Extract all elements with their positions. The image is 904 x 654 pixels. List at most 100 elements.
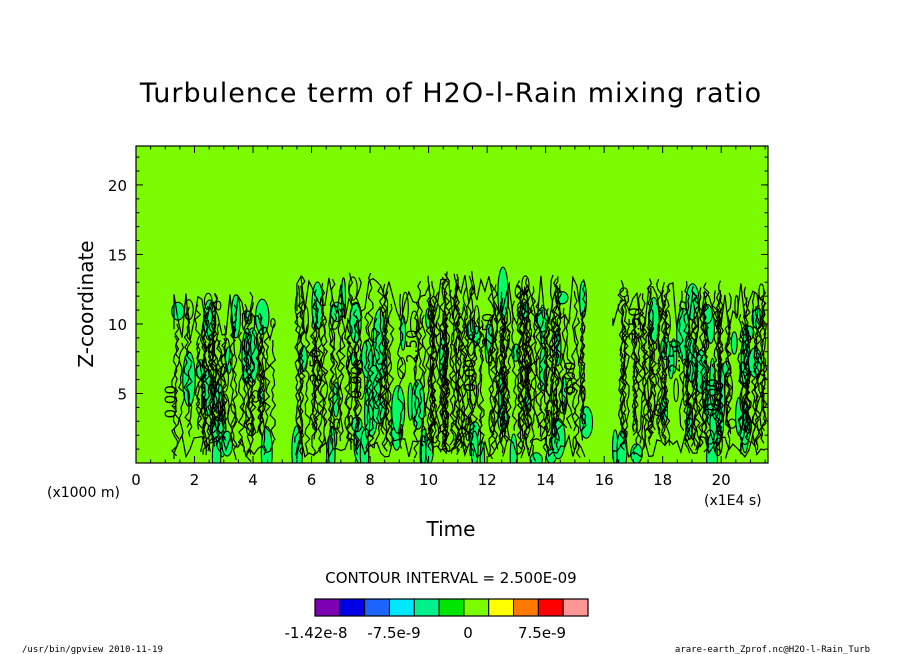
contour-line <box>477 319 485 446</box>
contour-line <box>476 315 483 437</box>
contour-line <box>425 275 432 452</box>
contour-line <box>612 282 766 333</box>
closed-contour <box>251 390 260 403</box>
contour-line <box>231 304 239 460</box>
contour-line <box>560 307 568 429</box>
closed-contour <box>220 393 230 421</box>
closed-contour <box>758 283 765 301</box>
contour-line <box>257 317 264 428</box>
contour-line <box>462 287 470 448</box>
contour-line <box>650 328 658 429</box>
contour-line <box>207 301 215 452</box>
y-tick-label: 15 <box>108 246 127 264</box>
contour-line <box>548 319 556 450</box>
contour-line <box>241 303 249 425</box>
contour-line <box>556 284 564 430</box>
closed-contour <box>653 404 663 417</box>
contour-line <box>573 317 581 458</box>
colorbar-swatch <box>388 598 415 617</box>
closed-contour <box>203 292 213 311</box>
contour-line <box>622 290 630 437</box>
contour-line <box>384 291 392 447</box>
closed-contour <box>723 372 733 403</box>
contour-value-label: 2.50 <box>666 339 684 372</box>
axis-ticks <box>135 146 768 463</box>
footer-left: /usr/bin/gpview 2010-11-19 <box>22 645 163 654</box>
closed-contour <box>333 418 341 430</box>
contour-line <box>296 433 586 459</box>
contour-line <box>441 313 449 449</box>
contour-line <box>412 318 420 435</box>
contour-line <box>387 303 395 445</box>
contour-value-label: 2.50 <box>403 329 421 362</box>
positive-contour-blob <box>529 452 543 463</box>
closed-contour <box>224 338 231 366</box>
closed-contour <box>673 378 679 403</box>
contour-value-label: 2.50 <box>479 313 497 346</box>
contour-value-label: 0.00 <box>347 366 365 399</box>
contour-line <box>516 300 524 451</box>
colorbar-labels: -1.42e-8 -7.5e-9 0 7.5e-9 <box>285 624 567 642</box>
contour-line <box>511 300 518 431</box>
contour-line <box>535 301 543 437</box>
contour-line <box>711 290 719 436</box>
contour-line <box>753 314 761 451</box>
contour-line <box>353 319 361 456</box>
closed-contour <box>220 363 229 393</box>
closed-contour <box>401 291 409 325</box>
contour-value-label: 0.00 <box>461 359 479 392</box>
colorbar-swatch <box>364 598 390 617</box>
closed-contour <box>348 276 358 301</box>
contour-line <box>363 312 371 458</box>
contour-line <box>538 309 546 440</box>
contour-line <box>631 316 639 432</box>
closed-contour <box>713 429 723 457</box>
contour-line <box>571 291 579 432</box>
contour-line <box>367 272 375 449</box>
contour-line <box>465 275 473 456</box>
x-tick-label: 14 <box>536 471 555 489</box>
colorbar-tick-label: 0 <box>463 624 473 642</box>
contour-line <box>304 323 311 454</box>
contour-line <box>456 312 464 449</box>
contour-line <box>487 283 495 460</box>
closed-contour <box>514 285 522 299</box>
contour-line <box>171 335 179 457</box>
contour-line <box>199 321 207 453</box>
contour-value-label: 0.00 <box>561 361 579 394</box>
contour-line <box>447 289 455 446</box>
contour-line <box>297 285 305 457</box>
closed-contour <box>348 415 354 427</box>
contour-line <box>185 306 193 437</box>
colorbar-swatch <box>413 598 440 617</box>
closed-contour <box>396 357 407 380</box>
closed-contour <box>488 409 496 434</box>
y-tick-label: 5 <box>117 385 127 403</box>
contour-line <box>552 278 560 444</box>
closed-contour <box>743 400 749 433</box>
contour-line <box>220 325 228 441</box>
closed-contour <box>566 379 574 396</box>
closed-contour <box>581 385 586 402</box>
closed-contour <box>246 422 255 437</box>
closed-contour <box>487 347 493 367</box>
contour-line <box>200 320 207 431</box>
plot-frame <box>135 145 769 464</box>
contour-line <box>313 289 320 440</box>
contour-line <box>438 276 446 433</box>
contour-line <box>259 324 267 456</box>
x-tick-label: 8 <box>365 471 375 489</box>
closed-contour <box>357 359 364 370</box>
contour-line <box>269 340 277 441</box>
contour-line <box>200 319 209 455</box>
x-tick-label: 2 <box>190 471 200 489</box>
contour-line <box>256 334 265 435</box>
contour-line <box>716 280 725 441</box>
positive-contour-blob <box>360 339 373 379</box>
closed-contour <box>473 305 480 335</box>
x-tick-label: 18 <box>653 471 672 489</box>
colorbar-swatch <box>339 598 366 617</box>
contour-line <box>417 280 425 447</box>
closed-contour <box>727 418 737 429</box>
contour-line <box>379 324 387 435</box>
